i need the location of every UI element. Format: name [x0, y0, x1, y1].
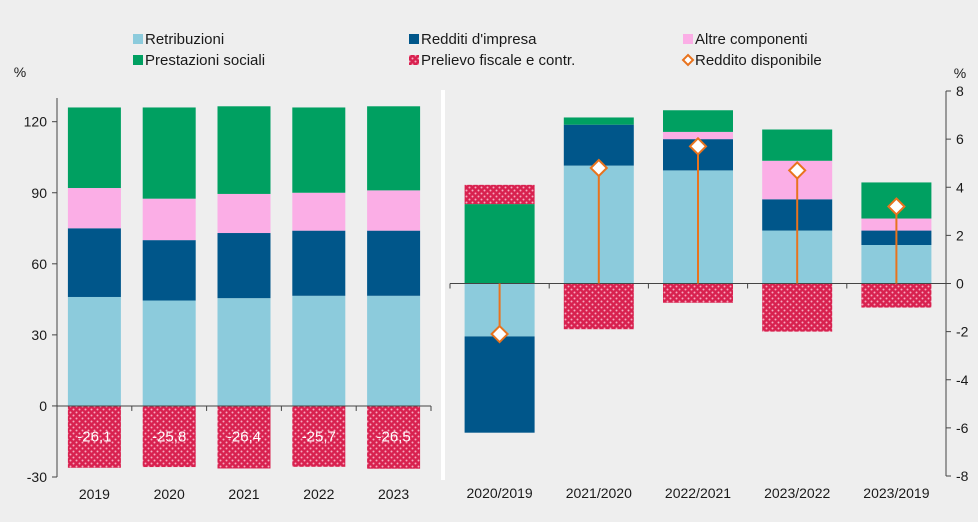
bar-prelievo_fiscale [292, 405, 346, 467]
bar-prelievo_fiscale [861, 283, 932, 308]
legend-label-altre_componenti: Altre componenti [695, 31, 808, 48]
legend-marker-reddito_disponibile [681, 53, 695, 67]
right-y-tick-label: -6 [956, 420, 969, 436]
bar-prestazioni_sociali [663, 110, 733, 132]
reddito-disponibile-marker [886, 197, 906, 216]
bar-prelievo_fiscale [217, 405, 271, 469]
bar-data-label: -26,5 [376, 429, 410, 446]
right-y-tick-label: 4 [956, 179, 964, 195]
left-y-tick-label: 90 [31, 185, 47, 201]
bar-retribuzioni [217, 298, 271, 406]
bar-altre_componenti [292, 192, 346, 231]
bar-altre_componenti [67, 188, 121, 229]
legend-label-prelievo_fiscale: Prelievo fiscale e contr. [421, 52, 575, 69]
bar-altre_componenti [367, 190, 421, 231]
bar-altre_componenti [217, 193, 271, 234]
legend-label-reddito_disponibile: Reddito disponibile [695, 52, 822, 69]
left-y-unit: % [14, 64, 26, 80]
left-y-tick-label: 60 [31, 256, 47, 272]
right-y-tick-label: 0 [956, 276, 964, 292]
left-x-tick-label: 2023 [378, 486, 409, 502]
left-y-tick-label: -30 [27, 469, 47, 485]
bar-redditi_impresa [67, 228, 121, 297]
right-x-tick-label: 2023/2022 [764, 485, 830, 501]
right-y-tick-label: -4 [956, 372, 969, 388]
bar-prestazioni_sociali [67, 107, 121, 189]
right-y-tick-label: 2 [956, 227, 964, 243]
legend-swatch-prelievo_fiscale [409, 55, 419, 65]
bar-redditi_impresa [217, 233, 271, 299]
bar-prestazioni_sociali [292, 107, 346, 193]
bar-prestazioni_sociali [762, 129, 833, 161]
bar-prelievo_fiscale [67, 405, 121, 468]
bar-altre_componenti [142, 198, 196, 241]
bar-prelievo_fiscale [563, 283, 634, 330]
reddito-disponibile-marker [688, 136, 708, 156]
right-x-tick-label: 2022/2021 [665, 485, 731, 501]
legend-swatch-prestazioni_sociali [133, 55, 143, 65]
bar-prelievo_fiscale [762, 283, 833, 332]
legend-swatch-redditi_impresa [409, 34, 419, 44]
bar-prestazioni_sociali [217, 106, 271, 194]
right-x-tick-label: 2023/2019 [863, 485, 929, 501]
legend-label-prestazioni_sociali: Prestazioni sociali [145, 52, 265, 69]
bar-prestazioni_sociali [563, 117, 634, 125]
bar-retribuzioni [292, 295, 346, 406]
legend-label-redditi_impresa: Redditi d'impresa [421, 31, 537, 48]
legend-swatch-retribuzioni [133, 34, 143, 44]
right-y-tick-label: 6 [956, 131, 964, 147]
reddito-disponibile-marker [589, 158, 609, 178]
bar-redditi_impresa [142, 240, 196, 301]
bar-prelievo_fiscale [464, 184, 535, 205]
legend: Retribuzioni Redditi d'impresa Altre compo… [133, 31, 822, 69]
left-x-tick-label: 2020 [154, 486, 185, 502]
bar-retribuzioni [142, 300, 196, 406]
bar-altre_componenti [663, 131, 733, 140]
left-x-tick-label: 2019 [79, 486, 110, 502]
bar-data-label: -26,4 [227, 429, 261, 446]
right-y-unit: % [954, 65, 966, 81]
bar-prelievo_fiscale [367, 405, 421, 469]
left-y-tick-label: 30 [31, 327, 47, 343]
bar-data-label: -26,1 [77, 429, 111, 446]
bar-retribuzioni [67, 296, 121, 406]
bar-redditi_impresa [367, 230, 421, 296]
right-x-tick-label: 2020/2019 [467, 485, 533, 501]
bar-prelievo_fiscale [142, 405, 196, 468]
right-y-tick-label: -2 [956, 324, 969, 340]
bar-prestazioni_sociali [142, 107, 196, 199]
reddito-disponibile-marker [787, 160, 807, 180]
bar-prelievo_fiscale [663, 283, 733, 303]
bar-prestazioni_sociali [367, 106, 421, 191]
left-y-tick-label: 0 [39, 398, 47, 414]
bar-redditi_impresa [464, 336, 535, 433]
left-y-tick-label: 120 [24, 114, 48, 130]
right-y-tick-label: 8 [956, 83, 964, 99]
bar-prestazioni_sociali [464, 204, 535, 284]
bar-retribuzioni [367, 295, 421, 406]
bar-redditi_impresa [292, 230, 346, 296]
right-chart: % -8 -6 -4 -2 0 2 4 6 8 2020/2019 2021/2020 2022/202… [441, 65, 969, 501]
bar-data-label: -25,8 [152, 429, 186, 446]
right-y-tick-label: -8 [956, 468, 969, 484]
left-chart: % -30 0 30 60 90 120 -26,1 2019 -25,8 2020 -26,4 202… [14, 64, 432, 502]
reddito-disponibile-marker [490, 324, 510, 344]
left-x-tick-label: 2021 [228, 486, 259, 502]
left-x-tick-label: 2022 [303, 486, 334, 502]
bar-data-label: -25,7 [302, 429, 336, 446]
legend-label-retribuzioni: Retribuzioni [145, 31, 224, 48]
legend-swatch-altre_componenti [683, 34, 693, 44]
right-x-tick-label: 2021/2020 [566, 485, 632, 501]
